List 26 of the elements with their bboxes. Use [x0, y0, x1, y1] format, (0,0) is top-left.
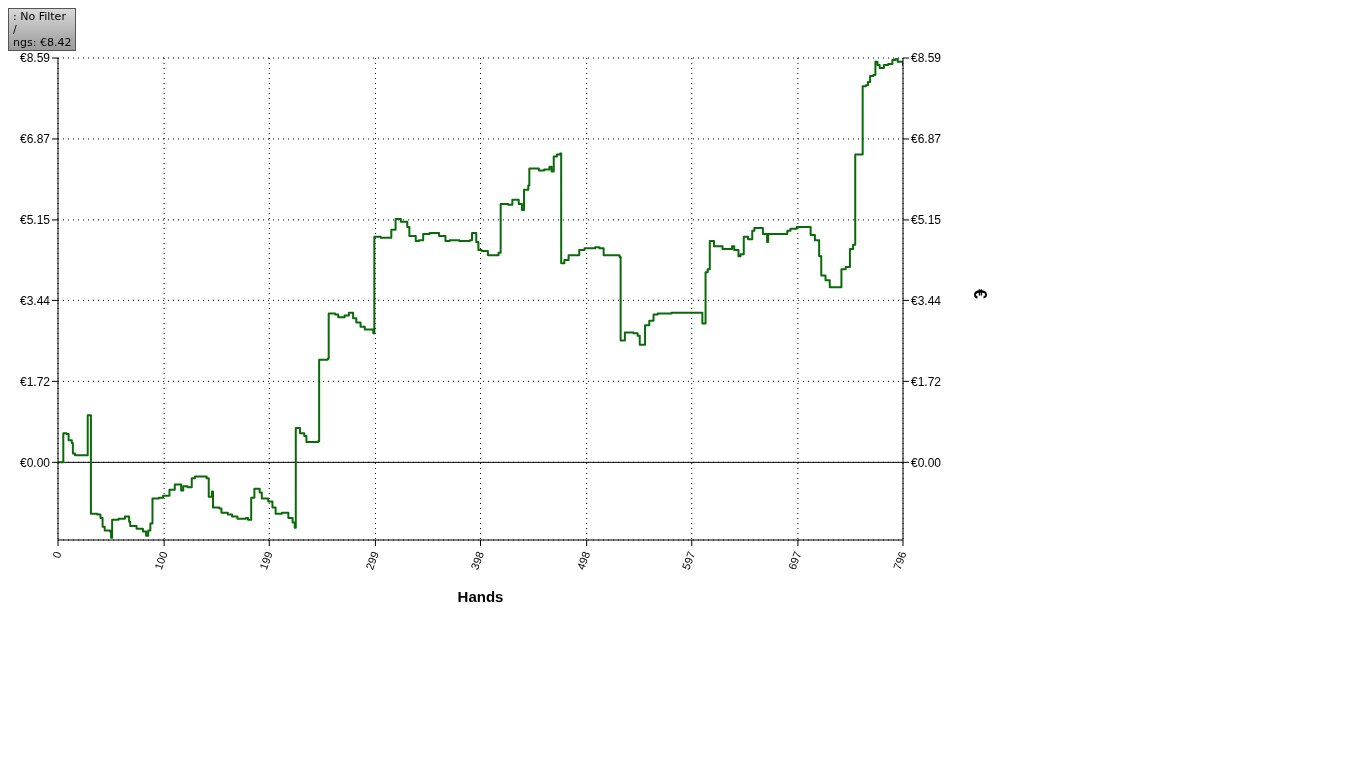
- x-tick-label: 796: [890, 549, 909, 572]
- x-tick-label: 697: [785, 549, 804, 572]
- y-tick-label: €6.87: [19, 132, 51, 147]
- y2-axis-title: €: [969, 288, 990, 299]
- y-tick-label: €5.15: [19, 213, 51, 228]
- x-tick-label: 597: [679, 549, 698, 572]
- x-tick-label: 100: [152, 549, 170, 572]
- x-tick-label: 398: [468, 549, 486, 572]
- x-axis-title: Hands: [457, 588, 504, 605]
- y2-tick-label: €1.72: [911, 374, 942, 389]
- y2-tick-label: €5.15: [911, 213, 942, 228]
- y-tick-label: €0.00: [19, 455, 51, 470]
- y-tick-label: €3.44: [19, 293, 51, 308]
- y2-tick-label: €3.44: [911, 293, 942, 308]
- y2-tick-label: €8.59: [911, 51, 942, 66]
- y-tick-label: €1.72: [19, 374, 51, 389]
- y-tick-label: €8.59: [19, 51, 51, 66]
- x-tick-label: 498: [574, 549, 593, 572]
- text: ngs: €8.42: [13, 36, 72, 49]
- text: : No Filter: [13, 10, 67, 23]
- x-tick-label: 299: [363, 549, 381, 572]
- x-tick-label: 199: [257, 549, 275, 572]
- text: /: [13, 23, 18, 36]
- y2-tick-label: €0.00: [911, 455, 942, 470]
- y2-tick-label: €6.87: [911, 132, 942, 147]
- x-tick-label: 0: [50, 549, 64, 560]
